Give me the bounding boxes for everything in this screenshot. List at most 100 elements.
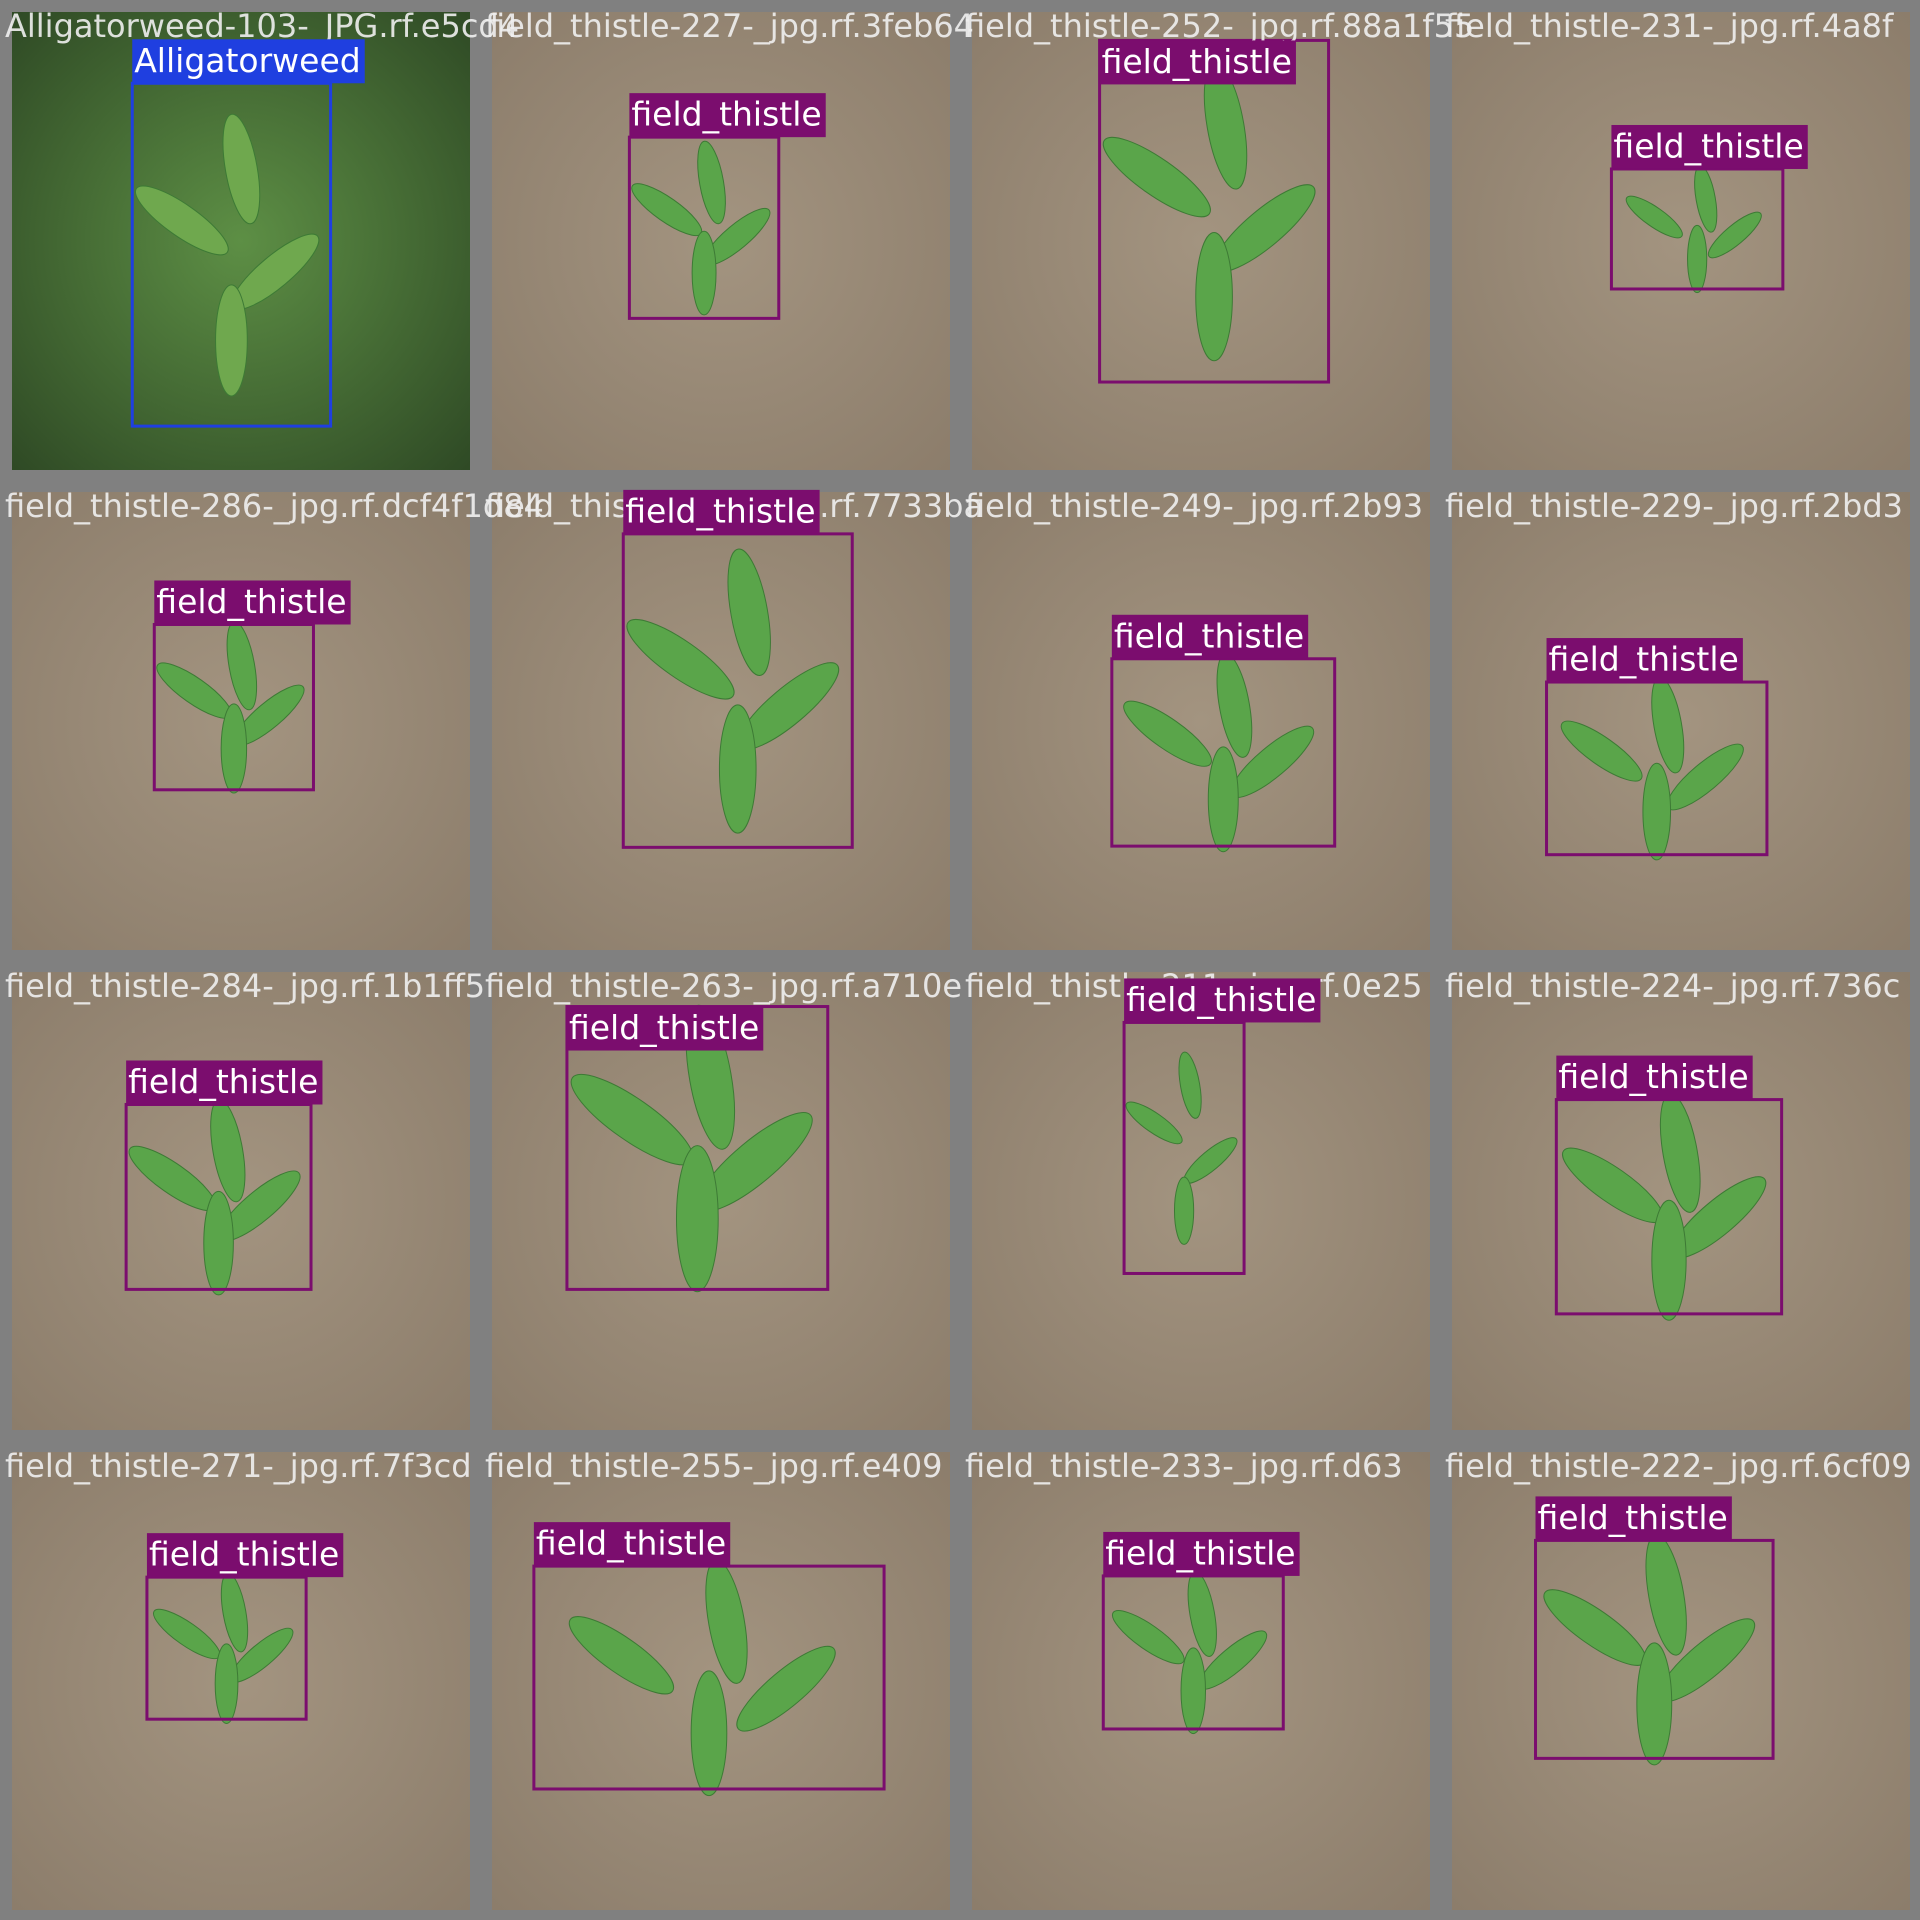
label-background	[1535, 1496, 1732, 1541]
tile-image	[12, 12, 470, 470]
label-text: field_thistle	[1105, 1533, 1295, 1572]
label-background	[566, 1006, 764, 1051]
detection-label: field_thistle	[566, 1006, 764, 1051]
label-background	[1111, 614, 1309, 659]
leaf	[675, 1145, 719, 1293]
tile	[1452, 492, 1910, 950]
filename: field_thistle-224-_jpg.rf.736c	[1445, 967, 1900, 1005]
label-background	[146, 1533, 344, 1578]
leaf	[1707, 211, 1762, 259]
filename: field_thistle-233-_jpg.rf.d63	[965, 1447, 1403, 1485]
tile	[1452, 12, 1910, 470]
label-background	[1124, 978, 1321, 1023]
leaf	[203, 1190, 234, 1296]
tile	[972, 492, 1430, 950]
tile	[12, 1452, 470, 1910]
label-background	[126, 1060, 323, 1105]
label-text: field_thistle	[625, 491, 815, 530]
tile	[12, 972, 470, 1430]
filename: field_thistle-255-_jpg.rf.e409	[485, 1447, 942, 1485]
detection-label: Alligatorweed	[132, 39, 365, 84]
label-text: field_thistle	[1538, 1498, 1728, 1537]
leaf	[718, 704, 757, 834]
leaf	[1651, 1199, 1687, 1321]
filename: field_thistle-271-_jpg.rf.7f3cd	[5, 1447, 472, 1485]
filename: field_thistle-227-_jpg.rf.3feb64	[485, 7, 974, 45]
tile	[1452, 972, 1910, 1430]
label-text: field_thistle	[149, 1535, 339, 1574]
filename: Alligatorweed-103-_JPG.rf.e5cd4	[5, 7, 519, 45]
filename: field_thistle-229-_jpg.rf.2bd3	[1445, 487, 1903, 525]
leaf	[1560, 720, 1643, 782]
label-background	[629, 93, 826, 138]
filename: field_thistle-252-_jpg.rf.88a1f55	[965, 7, 1474, 45]
leaf	[1180, 1647, 1207, 1735]
detection-label: field_thistle	[1124, 978, 1321, 1023]
detection-label: field_thistle	[629, 93, 826, 138]
leaf	[1173, 1176, 1195, 1245]
label-text: field_thistle	[1549, 640, 1739, 679]
leaf	[1207, 746, 1239, 853]
tile-image	[972, 972, 1430, 1430]
detection-label: field_thistle	[1611, 124, 1808, 169]
leaf	[134, 185, 229, 256]
label-text: field_thistle	[1102, 42, 1292, 81]
label-background	[154, 580, 351, 625]
label-text: field_thistle	[1613, 126, 1803, 165]
leaf	[1102, 136, 1211, 218]
detection-label: field_thistle	[1111, 614, 1309, 659]
tile-image	[972, 12, 1430, 470]
tile	[972, 1452, 1430, 1910]
leaf	[1642, 762, 1672, 861]
filename: field_thistle-286-_jpg.rf.dcf4f1d84	[5, 487, 544, 525]
leaf	[690, 1670, 728, 1797]
filename: field_thistle-249-_jpg.rf.2b93	[965, 487, 1423, 525]
label-background	[1611, 124, 1808, 169]
leaf	[1195, 232, 1233, 362]
detection-label: field_thistle	[126, 1060, 323, 1105]
label-background	[623, 489, 820, 534]
leaf	[215, 284, 248, 397]
tile	[12, 492, 470, 950]
leaf	[214, 1643, 239, 1724]
leaf	[1687, 224, 1708, 294]
label-text: field_thistle	[1558, 1057, 1748, 1096]
filename: field_thistle-222-_jpg.rf.6cf09	[1445, 1447, 1912, 1485]
label-background	[132, 39, 365, 84]
label-background	[1556, 1055, 1753, 1100]
filename: field_thistle-284-_jpg.rf.1b1ff5	[5, 967, 485, 1005]
leaf	[222, 113, 261, 225]
tile	[972, 972, 1430, 1430]
leaf	[1625, 195, 1683, 239]
bounding-box	[1609, 167, 1785, 291]
tiles: Alligatorweed-103-_JPG.rf.e5cd4field_thi…	[5, 7, 1912, 1910]
tile-image	[12, 972, 470, 1430]
label-background	[533, 1522, 731, 1567]
leaf	[727, 548, 771, 676]
label-text: field_thistle	[1114, 616, 1304, 655]
label-background	[1103, 1531, 1300, 1576]
label-text: field_thistle	[128, 1062, 318, 1101]
label-background	[1099, 40, 1296, 85]
tile-image	[492, 1452, 950, 1910]
tile	[12, 12, 470, 470]
leaf	[568, 1616, 675, 1695]
detection-label: field_thistle	[154, 580, 351, 625]
detection-label: field_thistle	[1546, 638, 1743, 683]
leaf	[1111, 1610, 1185, 1665]
detection-label: field_thistle	[1535, 1496, 1732, 1541]
detection-label: field_thistle	[533, 1522, 731, 1567]
tile-image	[1452, 12, 1910, 470]
leaf	[1178, 1051, 1202, 1119]
label-text: field_thistle	[631, 95, 821, 134]
tile	[972, 12, 1430, 470]
leaf	[220, 703, 248, 794]
leaf	[691, 230, 717, 316]
label-background	[1546, 638, 1743, 683]
label-text: Alligatorweed	[134, 41, 361, 80]
detection-label: field_thistle	[1556, 1055, 1753, 1100]
detection-label: field_thistle	[1099, 40, 1296, 85]
tile-image	[972, 492, 1430, 950]
tile-image	[492, 492, 950, 950]
leaf	[1123, 700, 1212, 767]
